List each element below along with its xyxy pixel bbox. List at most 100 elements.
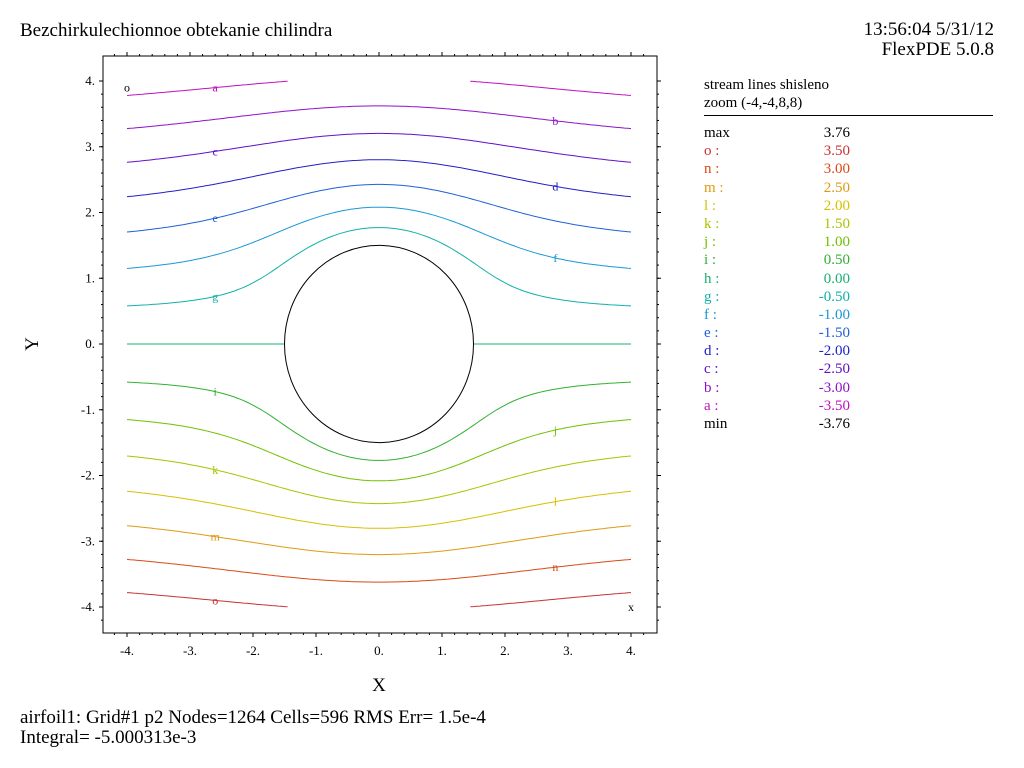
x-tick-label: 4. [626,643,636,658]
legend-level-row: i : 0.50 [704,251,994,269]
streamline-f [126,206,632,269]
y-tick-label: 2. [85,205,95,220]
streamline-label: j [553,423,557,437]
streamline-c [126,132,632,163]
y-tick-label: 4. [85,73,95,88]
legend-level-value: -1.50 [818,325,850,342]
streamline-label: n [552,560,558,574]
streamline-label: d [552,179,558,193]
y-tick-label: 1. [85,270,95,285]
legend-level-key: o : [704,143,720,160]
legend-divider [704,115,993,116]
x-tick-label: -2. [246,643,260,658]
y-tick-label: 0. [85,336,95,351]
timestamp-block: 13:56:04 5/31/12 FlexPDE 5.0.8 [864,20,994,60]
legend-level-row: k : 1.50 [704,215,994,233]
legend-min-label: min [704,416,728,432]
legend-level-key: k : [704,215,720,232]
legend-max-value: 3.76 [823,125,850,141]
streamline-label: c [213,144,218,158]
legend-level-row: o : 3.50 [704,142,994,160]
legend-level-key: b : [704,379,720,396]
x-tick-label: 2. [500,643,510,658]
legend-level-key: d : [704,343,720,360]
legend-level-value: 3.00 [823,161,850,178]
x-tick-label: 0. [374,643,384,658]
legend-level-value: -0.50 [818,288,850,305]
legend-level-key: g : [704,288,720,305]
legend-level-value: -1.00 [818,306,850,323]
legend-level-row: m : 2.50 [704,179,994,197]
legend-level-value: -3.00 [818,379,850,396]
streamline-label: g [212,289,218,303]
streamline-label: f [553,251,557,265]
legend-title: stream lines shisleno [704,77,829,93]
legend-level-key: f : [704,306,717,323]
cylinder-boundary [284,244,474,444]
min-marker: x [628,600,634,614]
legend-level-key: h : [704,270,720,287]
streamline-b [126,105,632,130]
legend-levels: o : 3.50 n : 3.00 m : 2.50 l : 2.00 k : 1.50 j : 1.… [704,142,994,415]
legend-level-row: j : 1.00 [704,233,994,251]
streamline-label: o [212,593,218,607]
legend-level-row: h : 0.00 [704,270,994,288]
streamline-label: a [213,81,219,95]
streamline-label: b [552,114,558,128]
legend-level-value: -2.00 [818,343,850,360]
legend-level-key: n : [704,161,720,178]
x-tick-label: 1. [437,643,447,658]
x-tick-label: -1. [309,643,323,658]
legend-max-label: max [704,125,730,141]
legend-level-value: 2.00 [823,197,850,214]
timestamp: 13:56:04 5/31/12 [863,19,994,40]
legend-level-row: a : -3.50 [704,397,994,415]
y-tick-label: -4. [81,599,95,614]
x-axis-label: X [372,675,386,696]
y-tick-label: -3. [81,533,95,548]
legend-level-key: c : [704,361,719,378]
legend-level-value: 2.50 [823,179,850,196]
status-footer: airfoil1: Grid#1 p2 Nodes=1264 Cells=596… [20,708,486,748]
legend-level-key: l : [704,197,717,214]
legend-zoom: zoom (-4,-4,8,8) [704,95,803,111]
legend-level-row: l : 2.00 [704,197,994,215]
streamline-j [126,419,632,482]
y-tick-label: -2. [81,468,95,483]
streamline-label: m [211,530,221,544]
legend-level-row: n : 3.00 [704,160,994,178]
streamline-d [126,159,632,198]
legend-min-value: -3.76 [818,416,850,432]
streamline-label: l [554,495,558,509]
legend-level-key: a : [704,397,719,414]
y-tick-label: 3. [85,139,95,154]
streamline-i [126,381,632,461]
legend-level-value: 1.50 [823,215,850,232]
streamline-g [126,227,632,307]
y-axis-label: Y [22,337,43,351]
x-tick-label: -3. [183,643,197,658]
legend-level-value: 3.50 [823,143,850,160]
streamline-o [126,592,632,608]
legend-level-key: e : [704,325,719,342]
streamline-label: i [214,385,218,399]
chart-title: Bezchirkulechionnoe obtekanie chilindra [20,20,333,41]
legend-max-row: max 3.76 [704,124,994,142]
integral-value: Integral= -5.000313e-3 [20,727,197,748]
legend-level-value: 0.50 [823,252,850,269]
streamline-e [126,183,632,233]
streamline-a [126,80,632,96]
software-version: FlexPDE 5.0.8 [881,39,994,60]
legend-level-row: d : -2.00 [704,342,994,360]
streamline-l [126,490,632,529]
legend-level-row: f : -1.00 [704,306,994,324]
grid-stats: airfoil1: Grid#1 p2 Nodes=1264 Cells=596… [20,707,486,728]
streamline-label: e [213,211,218,225]
legend-level-key: j : [704,234,717,251]
legend-level-row: c : -2.50 [704,360,994,378]
streamline-k [126,455,632,505]
legend-level-key: m : [704,179,724,196]
legend-level-row: e : -1.50 [704,324,994,342]
streamline-m [126,525,632,556]
